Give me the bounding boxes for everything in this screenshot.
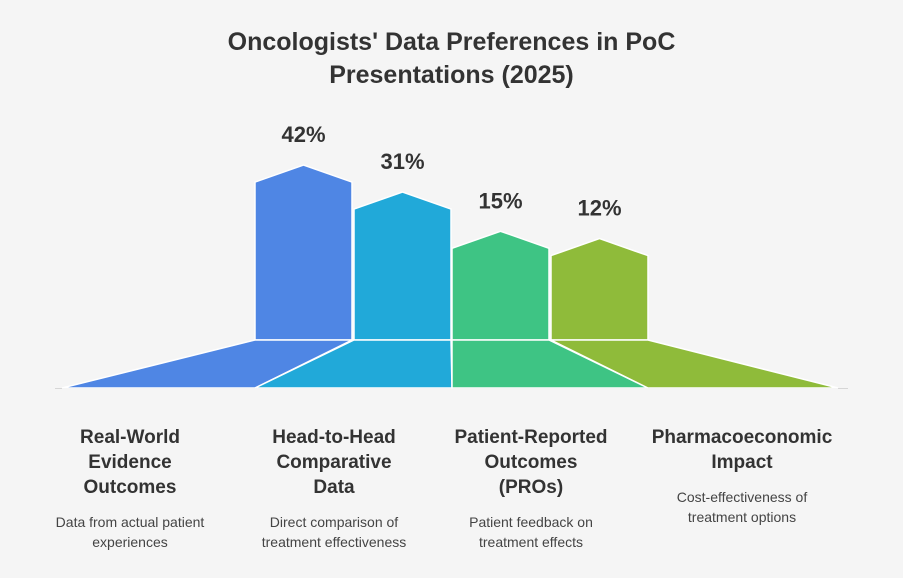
category-label: Pharmacoeconomic Impact	[642, 425, 842, 475]
chart-title-line-1: Oncologists' Data Preferences in PoC	[227, 28, 676, 56]
data-label: 31%	[380, 149, 424, 174]
category-label-line: Outcomes	[484, 452, 578, 473]
category-description-line: treatment options	[687, 509, 797, 525]
category-description-line: Cost-effectiveness of	[676, 489, 808, 505]
bar	[353, 191, 452, 341]
data-label: 42%	[281, 122, 325, 147]
category-label-line: Outcomes	[83, 477, 177, 498]
category-description-line: Direct comparison of	[269, 514, 399, 530]
category-description: Patient feedback on treatment effects	[431, 512, 631, 552]
chart-title-line-2: Presentations (2025)	[329, 61, 574, 89]
bar	[550, 237, 649, 341]
data-label: 15%	[478, 188, 522, 213]
category-label-line: Data	[313, 477, 355, 498]
category-description-line: treatment effectiveness	[261, 534, 407, 550]
category-description: Direct comparison of treatment effective…	[234, 512, 434, 552]
category-description: Data from actual patient experiences	[30, 512, 230, 552]
category-label: Patient-Reported Outcomes (PROs)	[431, 425, 631, 500]
category-description-line: Patient feedback on	[469, 514, 593, 530]
bar-base	[550, 339, 839, 389]
category-label-line: (PROs)	[498, 477, 564, 498]
category-label: Real-World Evidence Outcomes	[30, 425, 230, 500]
category-label-line: Real-World	[80, 427, 180, 448]
category-label-line: Evidence	[88, 452, 172, 473]
category-label-line: Head-to-Head	[272, 427, 396, 448]
category-head-to-head: Head-to-Head Comparative Data Direct com…	[234, 425, 434, 552]
chart-title: Oncologists' Data Preferences in PoC Pre…	[0, 26, 903, 92]
bar	[254, 164, 353, 341]
category-label-line: Impact	[711, 452, 773, 473]
category-description-line: treatment effects	[478, 534, 583, 550]
category-label-line: Pharmacoeconomic	[651, 427, 833, 448]
category-description-line: Data from actual patient	[55, 514, 205, 530]
category-pharmacoeconomic: Pharmacoeconomic Impact Cost-effectivene…	[642, 425, 842, 527]
category-real-world-evidence: Real-World Evidence Outcomes Data from a…	[30, 425, 230, 552]
category-label: Head-to-Head Comparative Data	[234, 425, 434, 500]
category-patient-reported: Patient-Reported Outcomes (PROs) Patient…	[431, 425, 631, 552]
category-label-line: Comparative	[276, 452, 392, 473]
data-label: 12%	[577, 196, 621, 221]
bar	[451, 230, 550, 341]
category-label-line: Patient-Reported	[454, 427, 608, 448]
category-description: Cost-effectiveness of treatment options	[642, 487, 842, 527]
category-description-line: experiences	[92, 534, 168, 550]
